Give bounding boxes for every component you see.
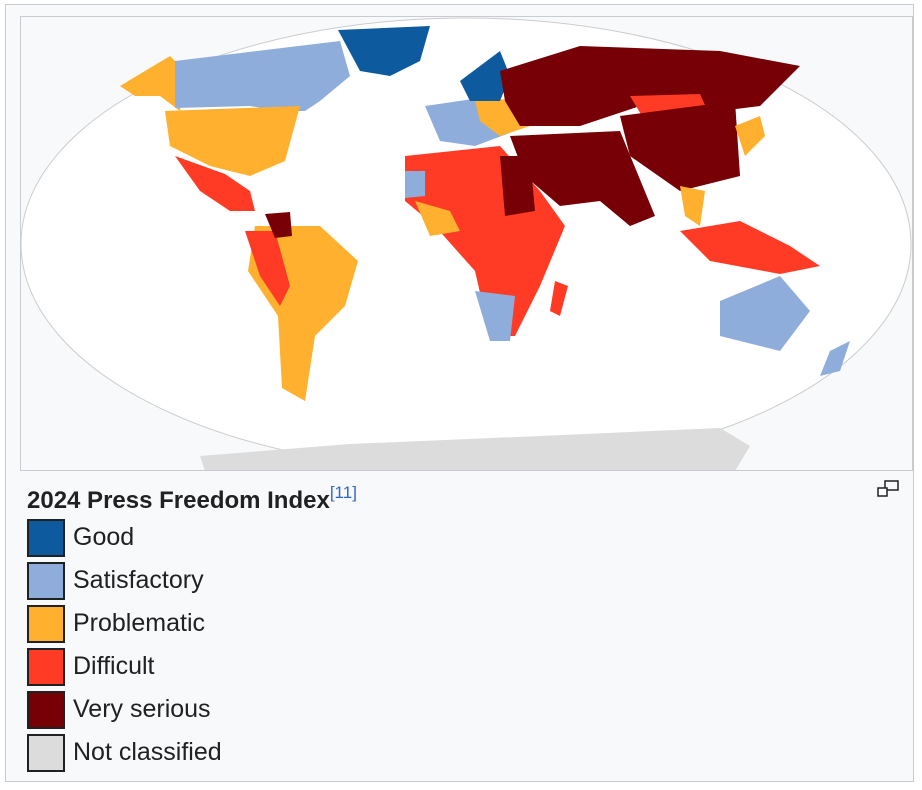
legend-label: Very serious — [73, 695, 211, 723]
legend-label: Satisfactory — [73, 566, 204, 594]
legend-item: Problematic — [27, 605, 427, 643]
reference-link[interactable]: [11] — [329, 483, 357, 502]
legend-item: Good — [27, 519, 427, 557]
legend-label: Good — [73, 523, 135, 551]
legend-item: Satisfactory — [27, 562, 427, 600]
legend-label: Not classified — [73, 738, 222, 766]
caption-title: 2024 Press Freedom Index[11] — [27, 483, 357, 515]
world-map — [20, 16, 913, 471]
enlarge-icon[interactable] — [876, 479, 900, 499]
legend-swatch — [27, 734, 65, 772]
legend-item: Not classified — [27, 734, 427, 772]
legend-swatch — [27, 691, 65, 729]
legend-swatch — [27, 605, 65, 643]
legend-item: Very serious — [27, 691, 427, 729]
figure: 2024 Press Freedom Index[11] Good Satisfa… — [5, 4, 914, 782]
legend-swatch — [27, 648, 65, 686]
legend-item: Difficult — [27, 648, 427, 686]
caption-text: 2024 Press Freedom Index — [27, 487, 330, 514]
legend-label: Difficult — [73, 652, 155, 680]
legend-swatch — [27, 562, 65, 600]
legend-swatch — [27, 519, 65, 557]
legend-label: Problematic — [73, 609, 205, 637]
